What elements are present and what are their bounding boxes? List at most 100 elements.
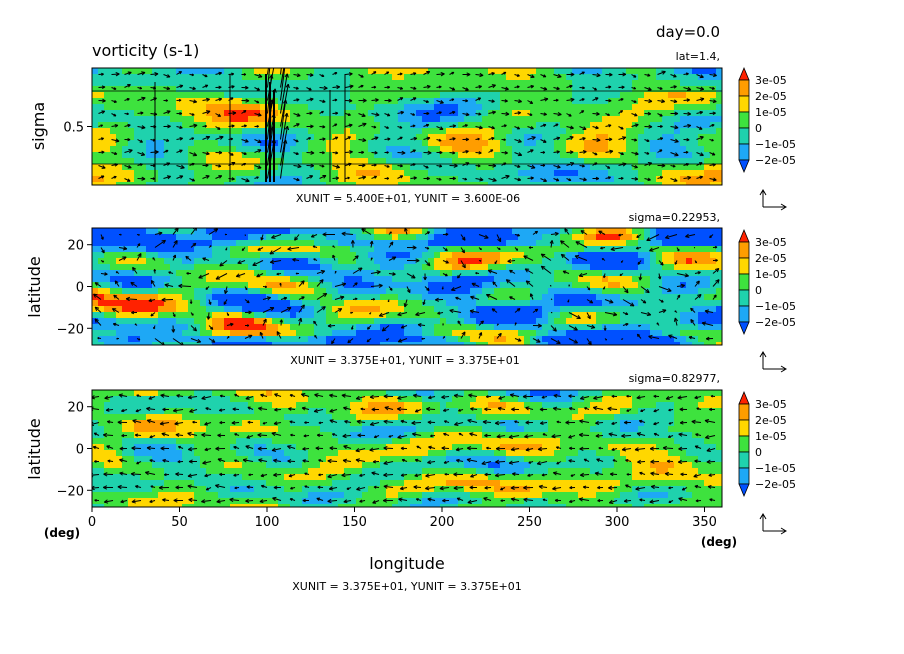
- heatmap-cell: [500, 258, 507, 265]
- heatmap-cell: [398, 104, 405, 111]
- heatmap-cell: [644, 324, 651, 331]
- heatmap-cell: [290, 116, 297, 123]
- heatmap-cell: [530, 152, 537, 159]
- heatmap-cell: [110, 122, 117, 129]
- heatmap-cell: [398, 116, 405, 123]
- vector-arrowhead: [438, 138, 442, 142]
- heatmap-cell: [698, 170, 705, 177]
- heatmap-cell: [170, 170, 177, 177]
- heatmap-cell: [554, 158, 561, 165]
- heatmap-cell: [632, 104, 639, 111]
- vector-arrowhead: [582, 86, 585, 90]
- heatmap-cell: [596, 276, 603, 283]
- heatmap-cell: [698, 318, 705, 325]
- heatmap-cell: [134, 270, 141, 277]
- heatmap-cell: [590, 182, 597, 185]
- heatmap-cell: [92, 98, 99, 105]
- heatmap-cell: [128, 98, 135, 105]
- heatmap-cell: [560, 128, 567, 135]
- heatmap-cell: [458, 68, 465, 75]
- heatmap-cell: [494, 234, 501, 241]
- heatmap-cell: [344, 158, 351, 165]
- heatmap-cell: [224, 134, 231, 141]
- heatmap-cell: [698, 140, 705, 147]
- heatmap-cell: [710, 330, 717, 337]
- heatmap-cell: [188, 86, 195, 93]
- heatmap-cell: [128, 182, 135, 185]
- heatmap-cell: [338, 264, 345, 271]
- heatmap-cell: [302, 158, 309, 165]
- vector-arrowhead: [648, 98, 653, 104]
- heatmap-cell: [428, 288, 435, 295]
- vector-arrow: [345, 85, 354, 88]
- heatmap-cell: [338, 68, 345, 75]
- heatmap-cell: [710, 234, 717, 241]
- heatmap-cell: [500, 300, 507, 307]
- heatmap-cell: [644, 68, 651, 75]
- heatmap-cell: [584, 158, 591, 165]
- heatmap-cell: [290, 276, 297, 283]
- heatmap-cell: [512, 312, 519, 319]
- vector-arrowhead: [451, 71, 455, 75]
- heatmap-cell: [302, 152, 309, 159]
- heatmap-cell: [716, 146, 722, 153]
- heatmap-cell: [374, 176, 381, 183]
- heatmap-cell: [110, 282, 117, 289]
- vector-arrowhead: [296, 98, 300, 102]
- heatmap-cell: [620, 288, 627, 295]
- heatmap-cell: [170, 80, 177, 87]
- heatmap-cell: [440, 152, 447, 159]
- heatmap-cell: [662, 116, 669, 123]
- heatmap-cell: [104, 252, 111, 259]
- heatmap-cell: [230, 104, 237, 111]
- heatmap-cell: [206, 182, 213, 185]
- heatmap-cell: [662, 264, 669, 271]
- heatmap-cell: [326, 330, 333, 337]
- heatmap-cell: [332, 264, 339, 271]
- heatmap-cell: [320, 330, 327, 337]
- heatmap-cell: [674, 240, 681, 247]
- heatmap-cell: [626, 228, 633, 235]
- heatmap-cell: [296, 122, 303, 129]
- heatmap-cell: [368, 306, 375, 313]
- heatmap-cell: [464, 288, 471, 295]
- heatmap-cell: [182, 110, 189, 117]
- heatmap-cell: [392, 80, 399, 87]
- heatmap-cell: [704, 110, 711, 117]
- heatmap-cell: [236, 110, 243, 117]
- heatmap-cell: [452, 234, 459, 241]
- heatmap-cell: [236, 182, 243, 185]
- heatmap-cell: [170, 140, 177, 147]
- heatmap-cell: [608, 170, 615, 177]
- heatmap-cell: [230, 300, 237, 307]
- heatmap-cell: [512, 288, 519, 295]
- heatmap-cell: [512, 134, 519, 141]
- heatmap-cell: [590, 98, 597, 105]
- heatmap-cell: [392, 276, 399, 283]
- heatmap-cell: [416, 300, 423, 307]
- vector-arrowhead: [166, 110, 171, 115]
- heatmap-cell: [710, 140, 717, 147]
- vector-arrowhead: [479, 177, 484, 182]
- heatmap-cell: [254, 270, 261, 277]
- heatmap-cell: [494, 152, 501, 159]
- heatmap-cell: [512, 152, 519, 159]
- heatmap-cell: [590, 240, 597, 247]
- heatmap-cell: [716, 170, 722, 177]
- heatmap-cell: [158, 146, 165, 153]
- heatmap-cell: [602, 86, 609, 93]
- heatmap-cell: [626, 324, 633, 331]
- heatmap-cell: [590, 92, 597, 99]
- heatmap-cell: [344, 312, 351, 319]
- heatmap-cell: [674, 86, 681, 93]
- heatmap-cell: [110, 110, 117, 117]
- heatmap-cell: [92, 86, 99, 93]
- heatmap-cell: [680, 122, 687, 129]
- heatmap-cell: [110, 164, 117, 171]
- heatmap-cell: [452, 104, 459, 111]
- heatmap-cell: [134, 98, 141, 105]
- heatmap-cell: [224, 330, 231, 337]
- heatmap-cell: [608, 98, 615, 105]
- heatmap-cell: [104, 324, 111, 331]
- heatmap-cell: [170, 116, 177, 123]
